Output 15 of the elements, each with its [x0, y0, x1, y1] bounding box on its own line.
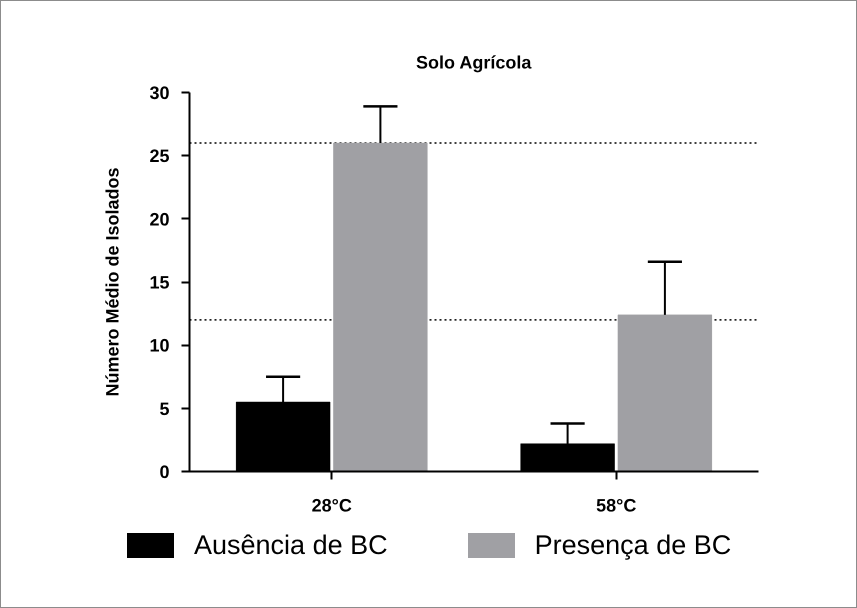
- y-tick-label: 0: [159, 462, 170, 482]
- y-tick-label: 25: [149, 146, 170, 166]
- x-tick-label: 58°C: [596, 496, 636, 516]
- legend-label: Presença de BC: [534, 530, 732, 560]
- bar: [333, 142, 428, 472]
- y-tick-label: 15: [149, 272, 170, 292]
- bar: [618, 314, 712, 472]
- legend-label: Ausência de BC: [194, 530, 388, 560]
- y-tick-label: 10: [149, 336, 170, 356]
- y-tick-label: 20: [149, 209, 170, 230]
- chart-title: Solo Agrícola: [416, 52, 532, 72]
- x-tick-label: 28°C: [312, 496, 352, 516]
- y-axis-title: Número Médio de Isolados: [102, 167, 122, 397]
- y-tick-label: 30: [149, 83, 170, 103]
- y-tick-label: 5: [159, 398, 170, 419]
